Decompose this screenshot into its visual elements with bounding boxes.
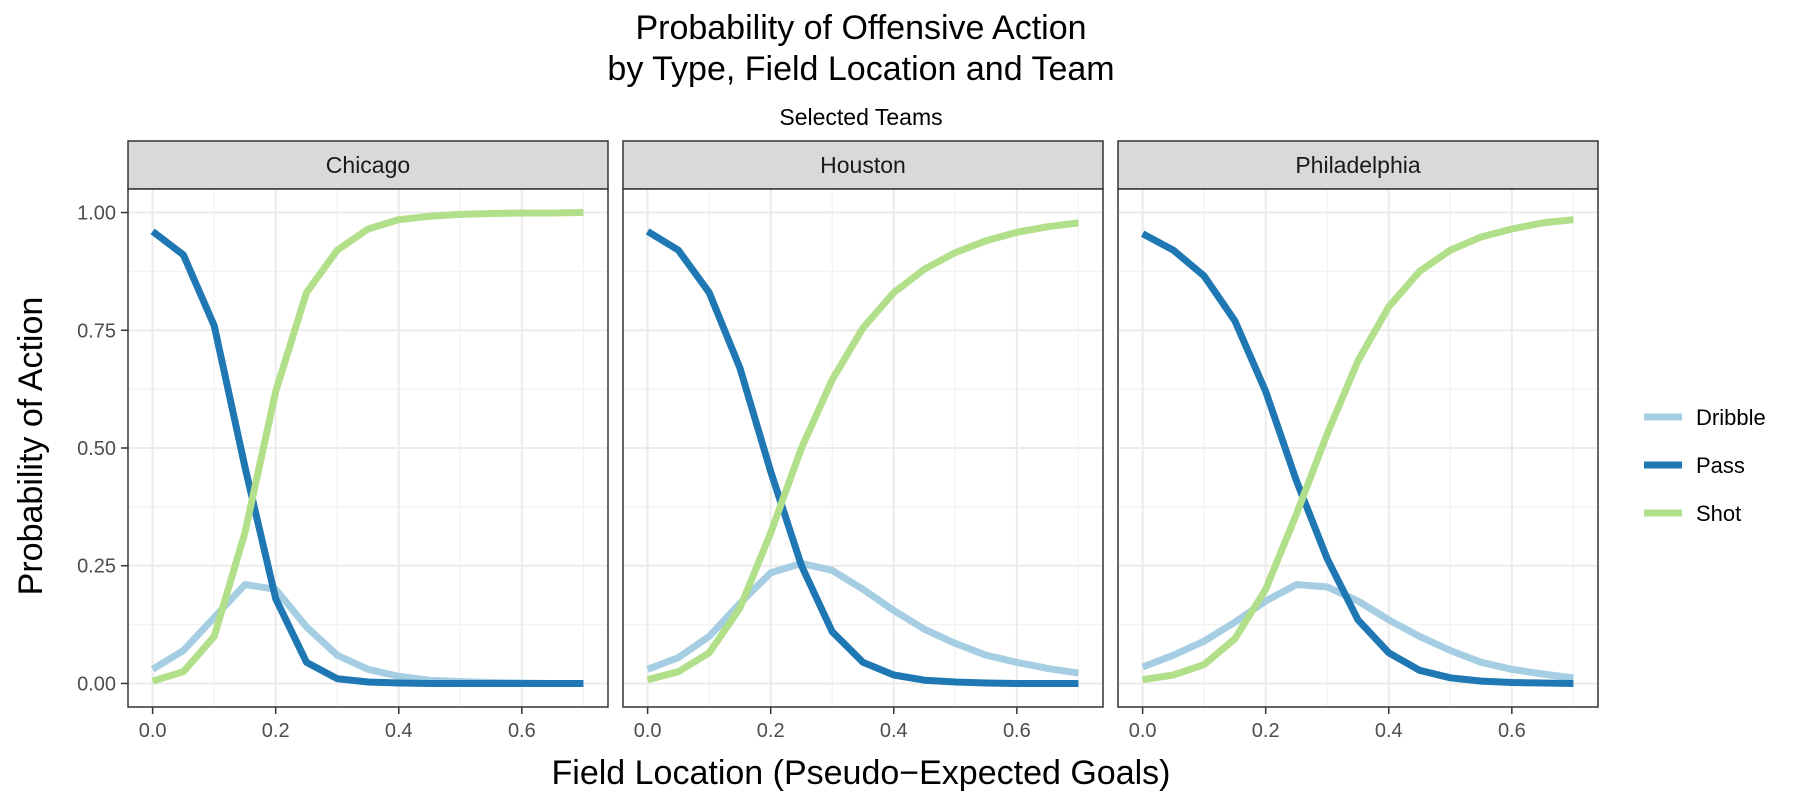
series-line-shot	[151, 209, 584, 685]
x-tick-label: 0.6	[508, 720, 536, 742]
series-line-dribble	[646, 559, 1079, 677]
chart-title-line: by Type, Field Location and Team	[607, 50, 1114, 88]
y-axis-title: Probability of Action	[12, 297, 50, 596]
legend-item-dribble: Dribble	[1644, 405, 1766, 430]
panel-border	[622, 188, 1104, 708]
x-tick-label: 0.2	[757, 720, 785, 742]
facet-strip	[622, 140, 1104, 190]
chart-title-line: Probability of Offensive Action	[635, 9, 1086, 47]
facet-panels: Chicago 0.0 0.2 0.4 0.6 0.00 0.25 0.50 0.75 1.00 H…	[77, 140, 1599, 742]
x-tick-label: 0.0	[634, 720, 662, 742]
facet-strip	[127, 140, 609, 190]
x-tick-label: 0.4	[1375, 720, 1403, 742]
x-tick-label: 0.6	[1498, 720, 1526, 742]
legend-label: Pass	[1696, 453, 1745, 478]
facet-strip-label: Chicago	[326, 152, 410, 178]
x-tick-label: 0.0	[139, 720, 167, 742]
legend-item-shot: Shot	[1644, 501, 1741, 526]
facet-strip-label: Houston	[820, 152, 906, 178]
panel-chicago: Chicago 0.0 0.2 0.4 0.6 0.00 0.25 0.50 0.75 1.00	[77, 140, 609, 742]
x-tick-label: 0.4	[880, 720, 908, 742]
panel-border	[1117, 188, 1599, 708]
legend-label: Shot	[1696, 501, 1741, 526]
x-tick-label: 0.6	[1003, 720, 1031, 742]
panel-philadelphia: Philadelphia 0.0 0.2 0.4 0.6	[1117, 140, 1599, 742]
legend-label: Dribble	[1696, 405, 1766, 430]
y-tick-label: 1.00	[77, 203, 116, 225]
x-tick-label: 0.2	[262, 720, 290, 742]
y-tick-label: 0.75	[77, 320, 116, 342]
y-tick-label: 0.50	[77, 438, 116, 460]
series-line-shot	[1142, 216, 1574, 684]
x-tick-label: 0.2	[1252, 720, 1280, 742]
legend: Dribble Pass Shot	[1644, 405, 1766, 526]
facet-strip-label: Philadelphia	[1295, 152, 1421, 178]
x-tick-label: 0.0	[1129, 720, 1157, 742]
x-tick-label: 0.4	[385, 720, 413, 742]
y-tick-label: 0.00	[77, 673, 116, 695]
series-line-pass	[1140, 230, 1574, 687]
x-axis-title: Field Location (Pseudo−Expected Goals)	[552, 754, 1171, 792]
series-line-pass	[645, 228, 1079, 687]
series-line-dribble	[1141, 581, 1574, 682]
chart-subtitle: Selected Teams	[779, 104, 942, 130]
series-line-pass	[150, 228, 584, 687]
legend-item-pass: Pass	[1644, 453, 1745, 478]
panel-houston: Houston 0.0 0.2 0.4 0.6	[622, 140, 1104, 742]
series-line-shot	[646, 219, 1079, 684]
y-tick-label: 0.25	[77, 556, 116, 578]
